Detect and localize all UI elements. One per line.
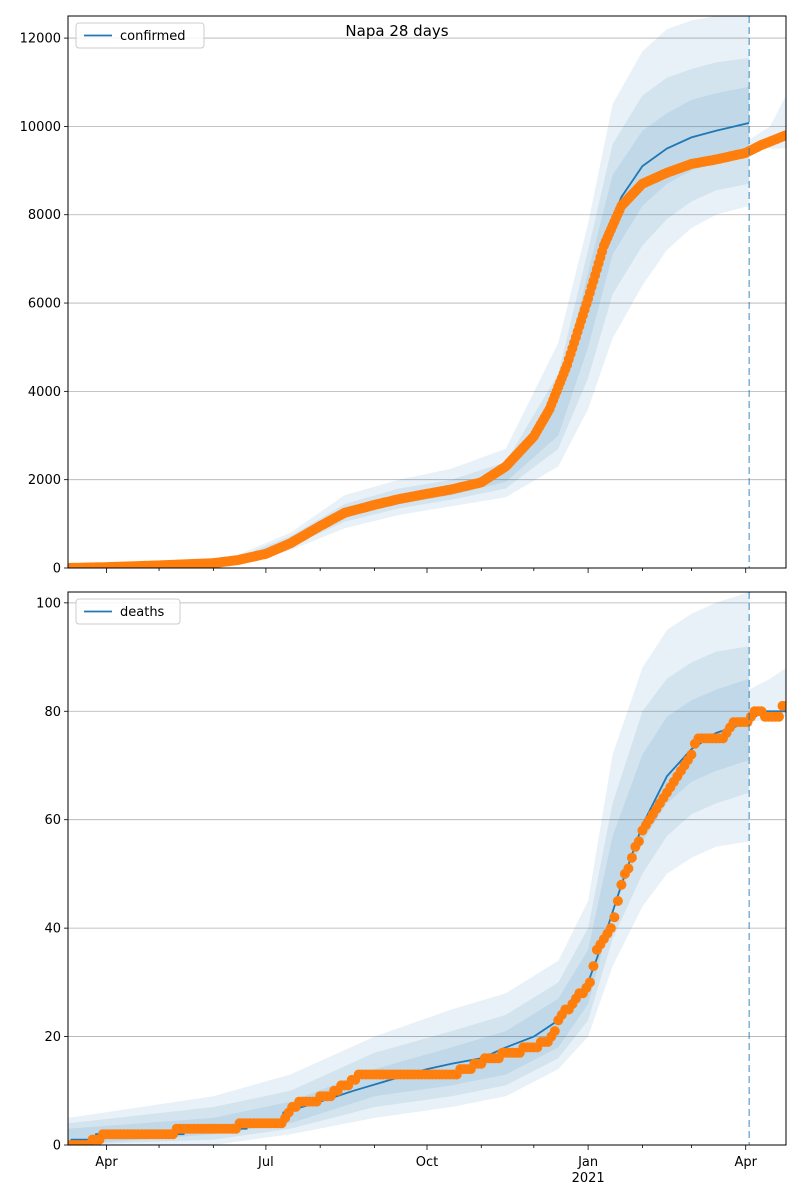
observed-point <box>605 923 616 934</box>
chart-1: 0 2000 4000 6000 8000 10000 12000 Napa 28 days c… <box>20 15 787 577</box>
x-tick-label: Jul <box>257 1155 274 1170</box>
observed-point <box>612 896 623 906</box>
x-tick-sublabel: 2021 <box>572 1171 605 1186</box>
y-tick-label: 10000 <box>20 120 61 135</box>
x-tick-label: Apr <box>734 1155 757 1170</box>
legend-box <box>75 598 181 625</box>
y-tick-label: 12000 <box>20 32 61 47</box>
legend-label: confirmed <box>120 29 186 44</box>
uncertainty-band <box>237 58 750 563</box>
legend: confirmed <box>75 22 205 49</box>
uncertainty-band <box>237 16 750 564</box>
y-tick-label: 20 <box>44 1030 61 1045</box>
y-tick-label: 40 <box>44 922 61 937</box>
observed-point <box>633 836 644 847</box>
observed-point <box>584 977 595 988</box>
x-tick-label: Oct <box>416 1155 438 1170</box>
legend: deaths <box>75 598 181 625</box>
chart-title: Napa 28 days <box>345 22 448 40</box>
observed-point <box>774 711 784 722</box>
x-tick-label: Apr <box>95 1155 118 1170</box>
observed-point <box>686 749 697 760</box>
observed-point <box>588 961 599 972</box>
plot-area <box>68 16 786 568</box>
y-tick-label: 4000 <box>28 385 61 400</box>
y-tick-label: 60 <box>44 813 61 828</box>
uncertainty-band <box>68 678 750 1145</box>
plot-area <box>68 592 786 1145</box>
observed-point <box>781 700 786 711</box>
observed-point <box>623 863 634 874</box>
observed-point <box>609 912 620 923</box>
x-tick-label: Jan <box>577 1155 598 1170</box>
y-tick-label: 8000 <box>28 208 61 223</box>
y-tick-label: 6000 <box>28 297 61 312</box>
y-tick-label: 0 <box>53 1139 61 1154</box>
observed-point <box>549 1026 560 1037</box>
y-tick-label: 80 <box>44 705 61 720</box>
legend-label: deaths <box>120 605 165 620</box>
uncertainty-band <box>68 646 750 1145</box>
y-tick-label: 0 <box>53 562 61 577</box>
legend-box <box>75 22 205 49</box>
y-tick-label: 100 <box>36 596 61 611</box>
observed-point <box>626 852 637 863</box>
observed-point <box>616 879 627 890</box>
uncertainty-band <box>68 592 750 1145</box>
observed-point <box>781 130 786 141</box>
y-tick-label: 2000 <box>28 473 61 488</box>
